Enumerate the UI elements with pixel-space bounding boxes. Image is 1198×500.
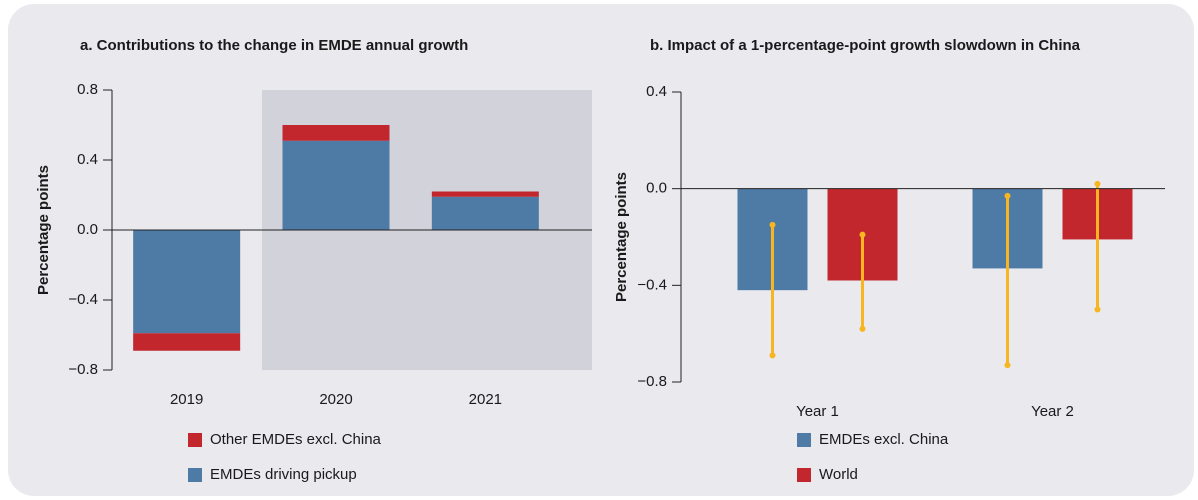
error-cap-high <box>1094 180 1101 187</box>
error-cap-low <box>769 352 776 359</box>
error-cap-high <box>769 221 776 228</box>
y-tick-label: 0.4 <box>77 151 98 168</box>
bar-segment <box>282 125 390 141</box>
error-cap-low <box>1004 362 1011 369</box>
bar-segment <box>133 230 241 334</box>
error-cap-low <box>1094 306 1101 313</box>
legend-label: EMDEs excl. China <box>819 431 949 448</box>
legend-swatch <box>188 433 202 447</box>
x-tick-label: Year 2 <box>1031 403 1074 420</box>
y-tick-label: 0.0 <box>646 180 667 197</box>
legend-label: World <box>819 466 858 483</box>
legend-swatch <box>797 433 811 447</box>
y-tick-label: −0.4 <box>637 276 667 293</box>
x-tick-label: Year 1 <box>796 403 839 420</box>
y-axis-title: Percentage points <box>35 165 52 295</box>
y-tick-label: −0.8 <box>637 373 667 390</box>
legend-swatch <box>797 468 811 482</box>
x-tick-label: 2020 <box>319 391 352 408</box>
bar-segment <box>282 140 390 230</box>
legend-swatch <box>188 468 202 482</box>
y-tick-label: 0.4 <box>646 83 667 100</box>
y-tick-label: −0.8 <box>68 361 98 378</box>
y-axis-title: Percentage points <box>613 172 630 302</box>
y-tick-label: 0.8 <box>77 81 98 98</box>
chart-title: b. Impact of a 1-percentage-point growth… <box>650 37 1081 54</box>
error-cap-high <box>859 231 866 238</box>
bar-segment <box>133 333 241 351</box>
y-tick-label: 0.0 <box>77 221 98 238</box>
bar-segment <box>431 191 539 197</box>
error-cap-low <box>859 325 866 332</box>
chart-title: a. Contributions to the change in EMDE a… <box>80 37 468 54</box>
legend-label: Other EMDEs excl. China <box>210 431 382 448</box>
x-tick-label: 2019 <box>170 391 203 408</box>
y-tick-label: −0.4 <box>68 291 98 308</box>
legend-label: EMDEs driving pickup <box>210 466 357 483</box>
error-cap-high <box>1004 192 1011 199</box>
bar-segment <box>431 196 539 230</box>
x-tick-label: 2021 <box>469 391 502 408</box>
